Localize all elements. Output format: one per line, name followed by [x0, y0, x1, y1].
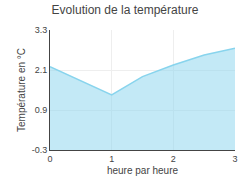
- svg-text:1: 1: [109, 154, 114, 164]
- svg-text:Evolution de la température: Evolution de la température: [52, 3, 199, 17]
- svg-text:Température en °C: Température en °C: [16, 48, 27, 132]
- svg-text:2: 2: [171, 154, 176, 164]
- svg-text:3: 3: [232, 154, 237, 164]
- svg-text:0: 0: [47, 154, 52, 164]
- svg-text:2.1: 2.1: [35, 65, 48, 75]
- svg-text:3.3: 3.3: [35, 25, 48, 35]
- svg-text:0.9: 0.9: [35, 105, 48, 115]
- svg-text:-0.3: -0.3: [32, 145, 48, 155]
- svg-text:heure par heure: heure par heure: [107, 165, 179, 176]
